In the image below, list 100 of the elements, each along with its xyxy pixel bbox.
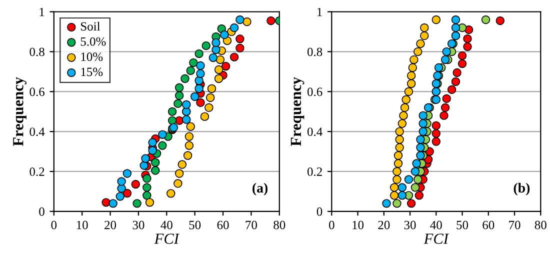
point (206, 93, 215, 102)
point (182, 100, 191, 109)
x-tick-label: 60 (482, 220, 494, 230)
point (220, 30, 229, 40)
point (186, 66, 195, 75)
x-tick-label: 70 (509, 220, 520, 230)
point (266, 16, 276, 26)
point (414, 191, 424, 200)
point (406, 199, 416, 208)
x-tick-label: 70 (246, 220, 257, 230)
annotation: (a) (252, 182, 268, 196)
y-tick-label: 0.4 (30, 128, 45, 136)
point (481, 15, 490, 24)
x-tick-label: 40 (430, 220, 442, 230)
point (418, 119, 428, 128)
point (196, 69, 205, 78)
point (440, 103, 450, 112)
y-axis-title: Frequency (290, 77, 304, 146)
x-axis-title: FCI (424, 234, 450, 244)
legend-label: 5.0% (80, 37, 106, 46)
y-tick-label: 1 (40, 8, 44, 16)
point (392, 167, 402, 176)
point (182, 115, 191, 124)
point (410, 55, 418, 64)
point (174, 99, 182, 108)
y-tick-label: 0 (316, 207, 322, 216)
point (148, 146, 157, 155)
point (196, 61, 205, 70)
x-tick-label: 50 (189, 220, 201, 230)
x-tick-label: 40 (160, 220, 172, 230)
point (236, 15, 244, 24)
point (132, 199, 142, 208)
point (434, 63, 444, 72)
point (452, 68, 462, 77)
point (402, 95, 410, 104)
x-tick-label: 20 (378, 220, 390, 230)
point (408, 63, 417, 72)
point (200, 112, 210, 121)
point (141, 154, 150, 163)
point (440, 55, 450, 64)
legend-label: Soil (80, 22, 100, 31)
point (142, 183, 152, 192)
y-tick-label: 0.6 (307, 88, 322, 96)
point (406, 71, 416, 80)
y-tick-label: 0.2 (307, 168, 322, 176)
point (180, 74, 190, 83)
point (420, 31, 429, 40)
x-tick-label: 30 (132, 220, 144, 230)
point (404, 87, 414, 96)
point (432, 121, 440, 130)
point (184, 141, 194, 150)
y-tick-label: 0 (39, 207, 44, 216)
point (416, 39, 425, 48)
point (406, 79, 416, 88)
point (186, 122, 195, 131)
point (158, 141, 167, 150)
point (174, 169, 184, 178)
point (432, 129, 440, 138)
point (189, 58, 198, 68)
point (392, 199, 402, 208)
point (414, 47, 422, 56)
point (194, 84, 204, 93)
point (416, 143, 425, 152)
point (390, 183, 399, 192)
point (202, 41, 210, 50)
point (432, 137, 440, 146)
point (236, 34, 244, 44)
point (214, 65, 224, 74)
x-tick-label: 80 (534, 220, 546, 230)
point (394, 159, 403, 168)
point (458, 59, 467, 68)
point (230, 23, 239, 32)
point (496, 16, 505, 26)
point (463, 34, 472, 44)
x-tick-label: 10 (76, 220, 88, 230)
point (447, 85, 456, 94)
point (395, 135, 404, 144)
point (451, 23, 460, 32)
y-tick-label: 1 (317, 8, 322, 16)
point (398, 183, 407, 192)
point (212, 38, 220, 48)
point (184, 132, 194, 141)
x-tick-label: 80 (274, 220, 286, 230)
point (194, 49, 204, 58)
point (196, 98, 205, 107)
point (178, 160, 186, 169)
point (230, 52, 239, 62)
x-tick-label: 0 (51, 220, 57, 230)
point (142, 174, 152, 183)
point (416, 151, 425, 160)
point (398, 191, 407, 200)
point (390, 191, 399, 200)
point (151, 158, 160, 167)
point (204, 103, 214, 112)
point (158, 130, 167, 139)
x-tick-label: 20 (104, 220, 116, 230)
x-tick-label: 10 (352, 220, 364, 230)
point (142, 191, 152, 200)
point (214, 74, 224, 83)
y-tick-label: 0.8 (307, 48, 322, 56)
